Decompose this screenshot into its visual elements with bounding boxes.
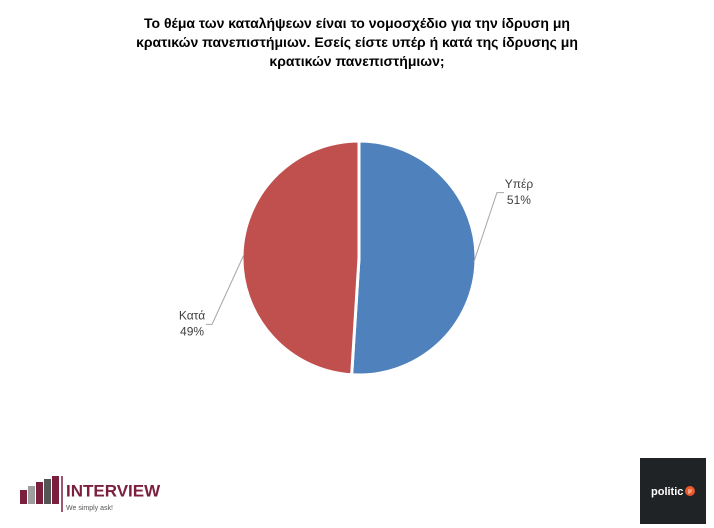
logo-tagline: We simply ask!	[66, 505, 113, 512]
slice-label: Κατά	[179, 309, 205, 323]
politic-logo: politic gr	[640, 458, 706, 524]
pie-slice	[240, 139, 361, 377]
pie-slice	[350, 139, 478, 377]
slice-label: Υπέρ	[505, 177, 534, 191]
value-label: 51%	[507, 193, 531, 207]
logo-name: politic	[651, 486, 683, 498]
leader-line	[206, 254, 245, 325]
logo-suffix: gr	[688, 488, 693, 494]
logo-name: INTERVIEW	[66, 481, 161, 500]
interview-logo: INTERVIEW We simply ask!	[20, 476, 161, 512]
chart-title: Το θέμα των καταλήψεων είναι το νομοσχέδ…	[136, 15, 578, 69]
value-label: 49%	[180, 325, 204, 339]
leader-line	[473, 192, 504, 262]
